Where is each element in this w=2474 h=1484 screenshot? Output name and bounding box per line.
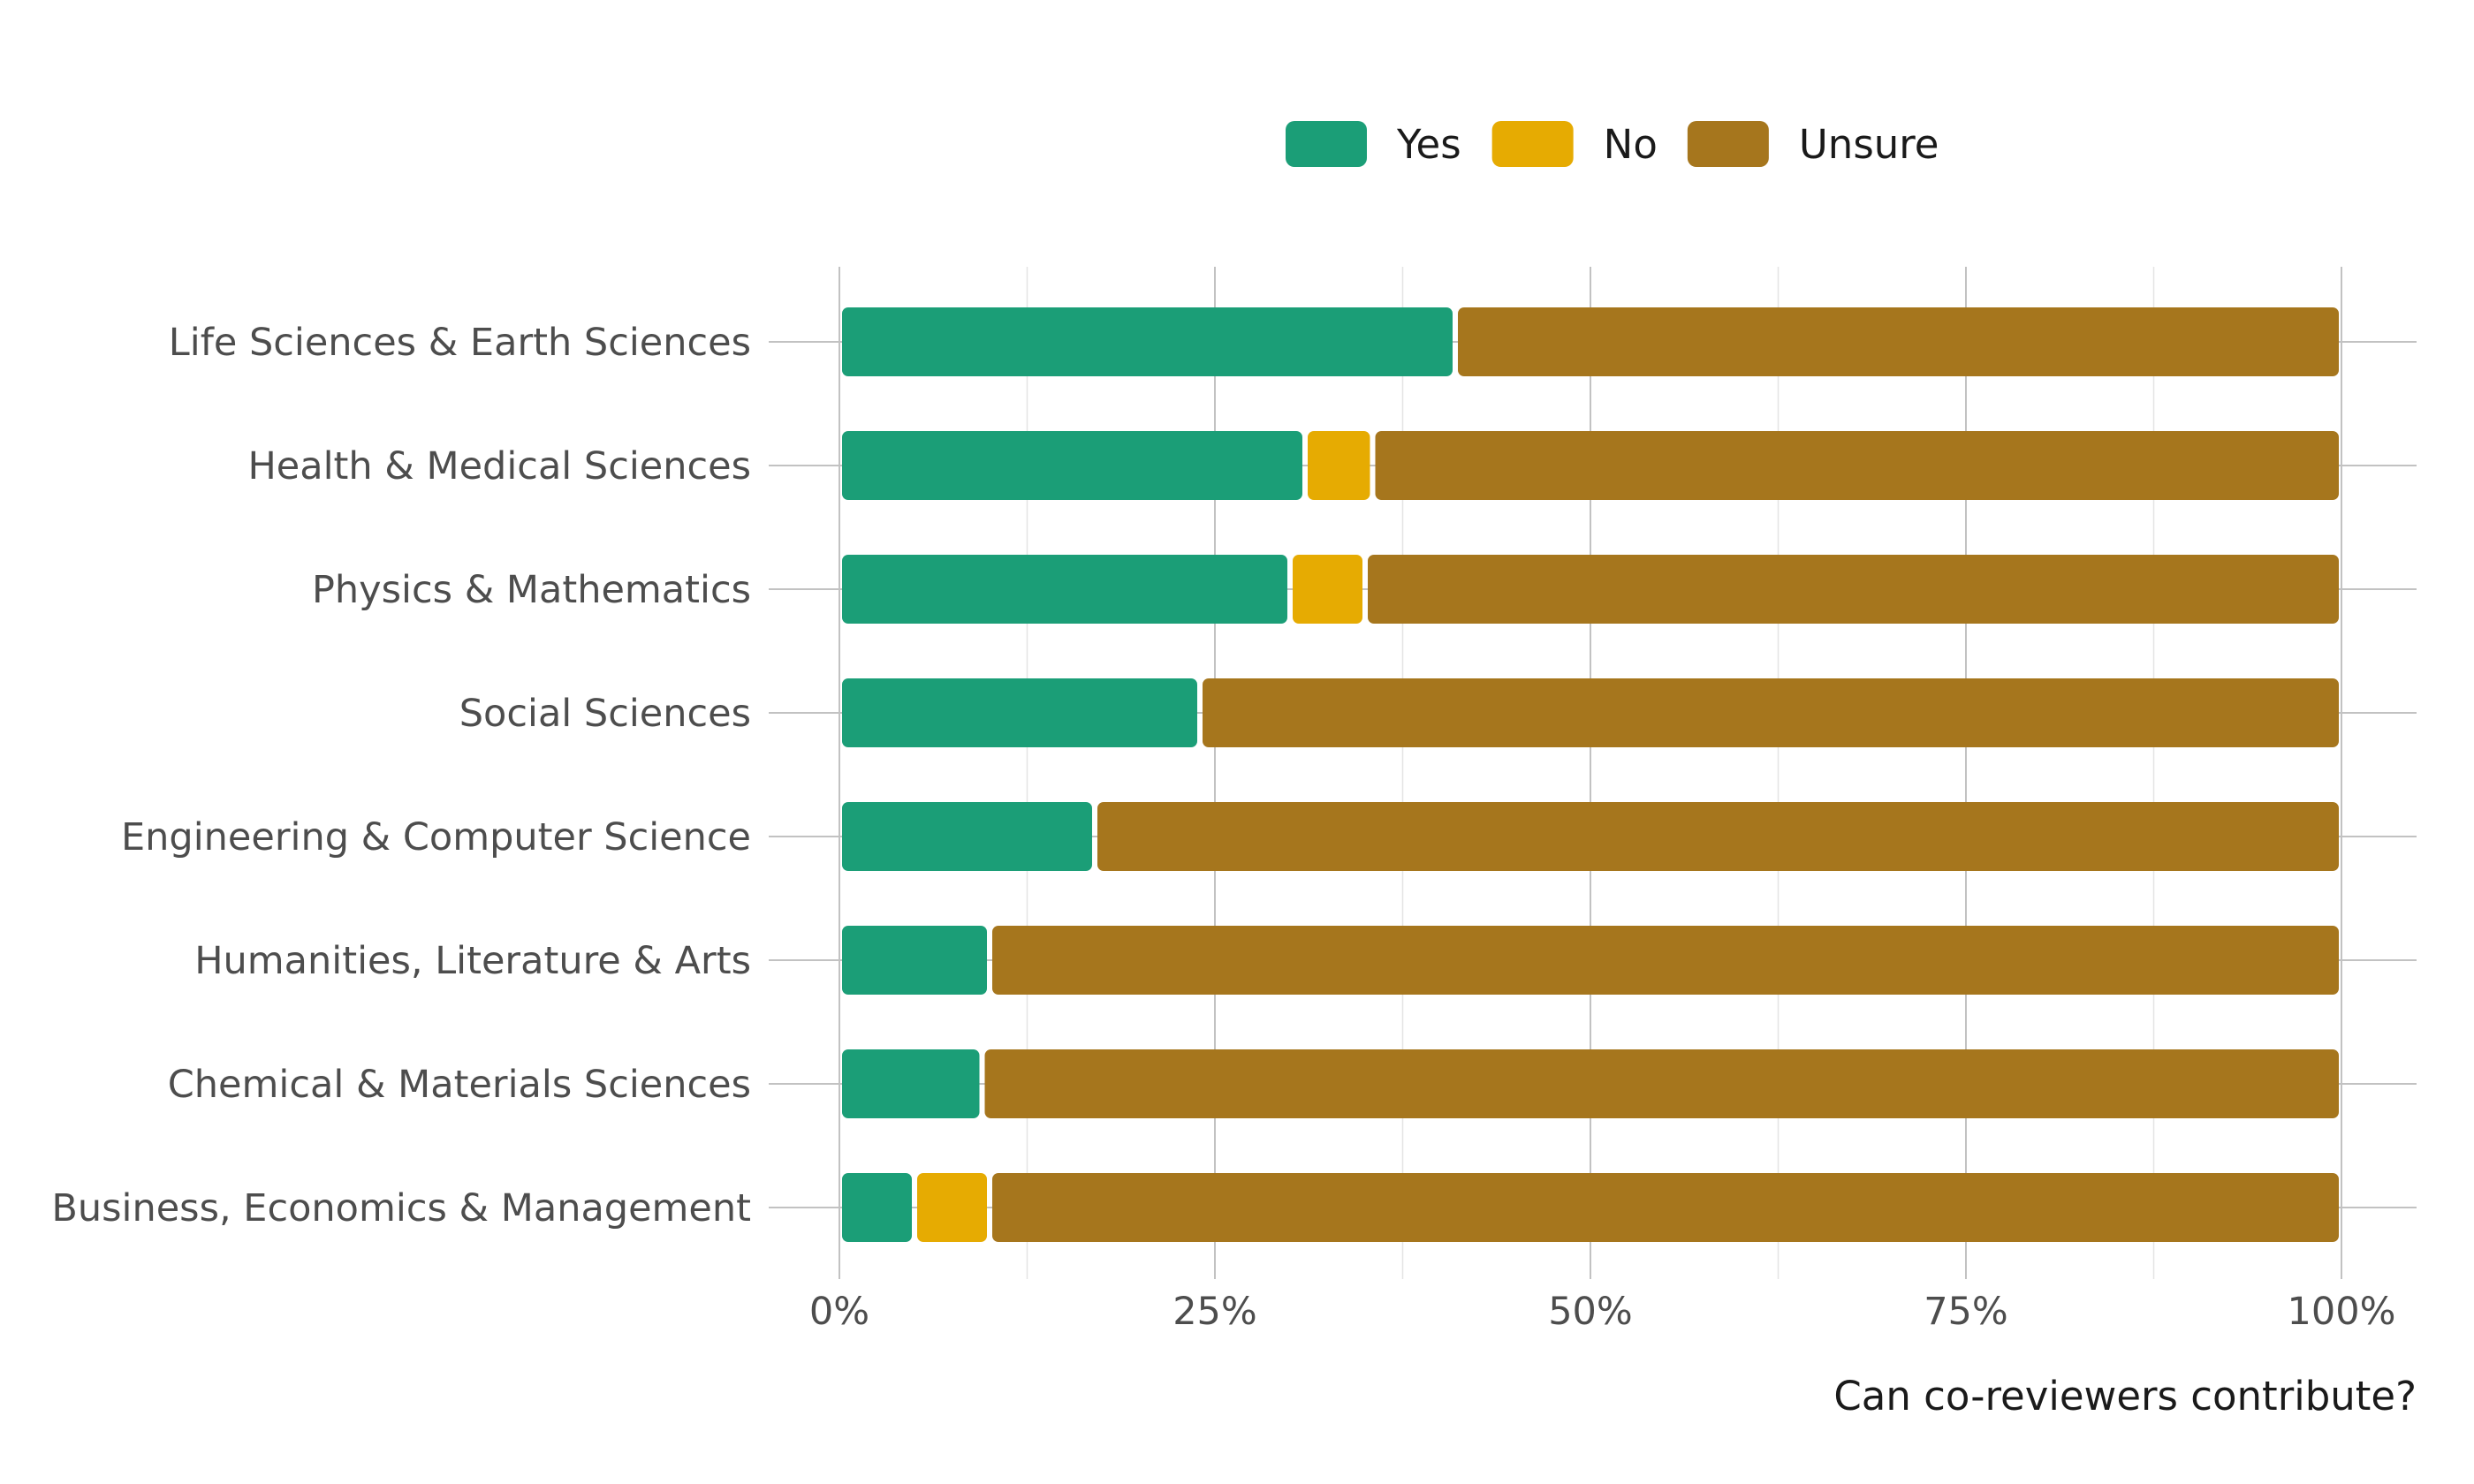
x-axis-title: Can co-reviewers contribute? [1833, 1373, 2417, 1420]
legend: Yes No Unsure [1286, 121, 1939, 168]
legend-key-yes [1286, 121, 1367, 167]
bar-yes [842, 802, 1092, 871]
x-tick-label: 100% [2288, 1290, 2396, 1334]
bar-yes [842, 431, 1302, 500]
x-tick-labels: 0% 25% 50% 75% 100% [809, 1290, 2396, 1334]
category-label: Chemical & Materials Sciences [168, 1063, 751, 1107]
bar-yes [842, 1049, 980, 1118]
x-tick-label: 50% [1548, 1290, 1633, 1334]
bar-yes [842, 1173, 912, 1242]
bar-unsure [1458, 307, 2339, 376]
bar-no [1293, 555, 1362, 624]
category-label: Health & Medical Sciences [247, 444, 751, 488]
x-tick-label: 75% [1924, 1290, 2008, 1334]
bar-yes [842, 307, 1453, 376]
bar-yes [842, 555, 1287, 624]
category-label: Physics & Mathematics [312, 568, 751, 612]
legend-key-unsure [1687, 121, 1769, 167]
legend-key-no [1491, 121, 1574, 167]
bar-unsure [1203, 678, 2339, 747]
category-label: Humanities, Literature & Arts [194, 939, 751, 983]
legend-label-yes: Yes [1396, 121, 1461, 168]
category-labels: Life Sciences & Earth Sciences Health & M… [51, 321, 751, 1230]
bar-no [1308, 431, 1370, 500]
bar-unsure [1368, 555, 2339, 624]
grid-lines [769, 267, 2417, 1279]
category-label: Engineering & Computer Science [121, 815, 751, 859]
bar-yes [842, 678, 1197, 747]
bar-unsure [1375, 431, 2339, 500]
legend-label-unsure: Unsure [1799, 121, 1939, 168]
category-label: Social Sciences [459, 692, 751, 736]
bars [842, 307, 2339, 1242]
bar-no [917, 1173, 987, 1242]
bar-unsure [1097, 802, 2339, 871]
bar-unsure [984, 1049, 2339, 1118]
x-tick-label: 0% [809, 1290, 869, 1334]
bar-unsure [992, 926, 2339, 995]
category-label: Life Sciences & Earth Sciences [169, 321, 751, 365]
category-label: Business, Economics & Management [51, 1186, 751, 1230]
x-tick-label: 25% [1172, 1290, 1257, 1334]
legend-label-no: No [1604, 121, 1658, 168]
bar-unsure [992, 1173, 2339, 1242]
bar-yes [842, 926, 987, 995]
